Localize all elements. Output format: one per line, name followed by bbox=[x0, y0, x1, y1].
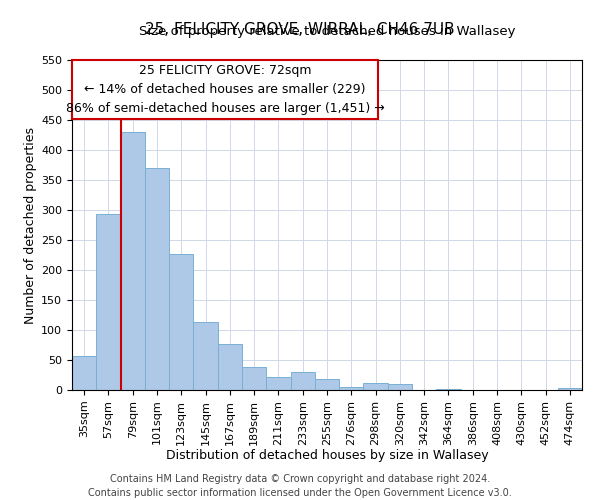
Bar bbox=[364, 383, 388, 390]
FancyBboxPatch shape bbox=[72, 60, 378, 120]
Bar bbox=[388, 384, 412, 390]
Bar bbox=[339, 387, 364, 390]
Bar bbox=[266, 377, 290, 390]
Bar bbox=[121, 132, 145, 390]
Y-axis label: Number of detached properties: Number of detached properties bbox=[24, 126, 37, 324]
Bar bbox=[72, 356, 96, 390]
Bar bbox=[169, 254, 193, 390]
Text: 25, FELICITY GROVE, WIRRAL, CH46 7UB: 25, FELICITY GROVE, WIRRAL, CH46 7UB bbox=[145, 22, 455, 38]
Bar bbox=[558, 388, 582, 390]
Bar bbox=[290, 372, 315, 390]
Bar bbox=[96, 214, 121, 390]
Text: 25 FELICITY GROVE: 72sqm
← 14% of detached houses are smaller (229)
86% of semi-: 25 FELICITY GROVE: 72sqm ← 14% of detach… bbox=[65, 64, 385, 115]
Bar bbox=[218, 344, 242, 390]
Text: Contains HM Land Registry data © Crown copyright and database right 2024.
Contai: Contains HM Land Registry data © Crown c… bbox=[88, 474, 512, 498]
Bar bbox=[145, 168, 169, 390]
Bar bbox=[193, 322, 218, 390]
Bar bbox=[242, 367, 266, 390]
Title: Size of property relative to detached houses in Wallasey: Size of property relative to detached ho… bbox=[139, 25, 515, 38]
Bar bbox=[315, 379, 339, 390]
X-axis label: Distribution of detached houses by size in Wallasey: Distribution of detached houses by size … bbox=[166, 449, 488, 462]
